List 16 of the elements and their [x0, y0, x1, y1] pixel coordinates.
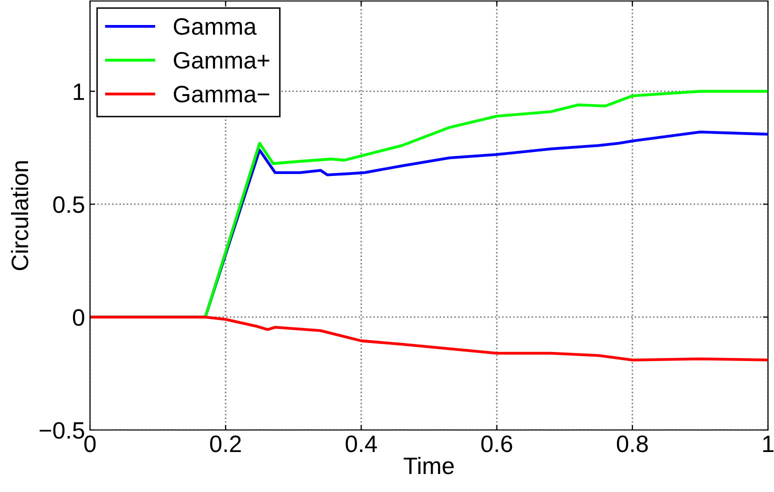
y-tick-label: 0: [72, 309, 84, 326]
y-tick-label: 0.5: [53, 196, 84, 213]
legend-label: Gamma−: [174, 86, 270, 102]
legend-label: Gamma+: [174, 52, 270, 69]
x-tick-label: 0: [84, 435, 96, 452]
y-tick-label: −0.5: [40, 422, 84, 439]
line-series: [90, 316, 768, 362]
x-tick-label: 0.2: [210, 435, 241, 452]
x-tick-label: 0.8: [616, 435, 648, 452]
x-tick-label: 0.4: [346, 435, 377, 452]
x-tick-label: 0.6: [481, 435, 512, 452]
y-tick-label: 1: [74, 84, 84, 100]
y-axis-title: Circulation: [10, 161, 28, 270]
x-tick-label: 1: [763, 436, 774, 452]
x-axis-title: Time: [404, 456, 454, 474]
legend-label: Gamma: [174, 18, 257, 35]
